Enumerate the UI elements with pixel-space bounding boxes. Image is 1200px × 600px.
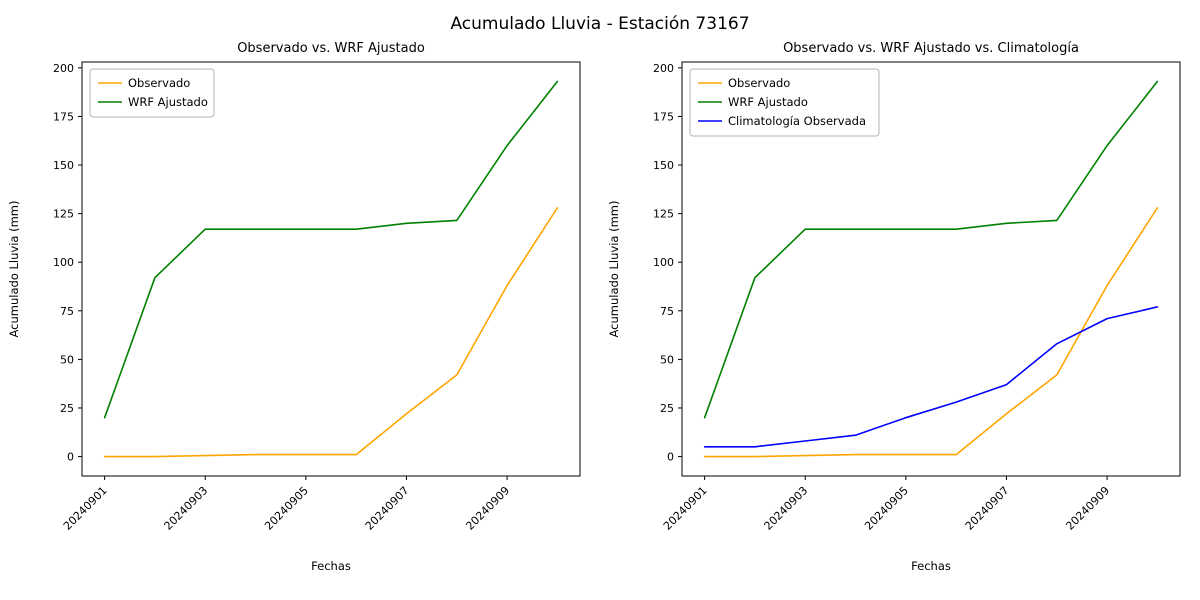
y-tick-label: 150: [653, 159, 674, 172]
x-tick-label: 20240905: [862, 484, 911, 533]
x-tick-label: 20240905: [262, 484, 311, 533]
series-line-observado: [703, 207, 1159, 458]
series-line-wrf-ajustado: [103, 80, 559, 419]
legend-label: WRF Ajustado: [728, 95, 808, 109]
charts-row: Observado vs. WRF Ajustado 0 25 50 75 100 125 1…: [0, 36, 1200, 586]
chart-observado-vs-wrf: Observado vs. WRF Ajustado 0 25 50 75 100 125 1…: [0, 36, 600, 586]
x-tick-label: 20240903: [762, 484, 811, 533]
chart-observado-vs-wrf-svg: Observado vs. WRF Ajustado 0 25 50 75 100 125 1…: [7, 41, 581, 573]
legend-label: Observado: [128, 76, 190, 90]
y-tick-label: 150: [53, 159, 74, 172]
legend-box: [89, 68, 215, 118]
y-tick-label: 125: [653, 208, 674, 221]
x-tick-label: 20240901: [661, 484, 710, 533]
x-axis-label: Fechas: [911, 559, 951, 573]
y-tick-label: 50: [660, 353, 674, 366]
series-line-climatolog-a-observada: [703, 306, 1159, 448]
y-tick-label: 100: [53, 256, 74, 269]
legend: Observado WRF Ajustado Climatología Observ…: [689, 68, 880, 137]
y-tick-label: 175: [53, 110, 74, 123]
y-tick-label: 200: [53, 62, 74, 75]
y-tick-label: 100: [653, 256, 674, 269]
legend-box: [689, 68, 880, 137]
series-line-wrf-ajustado: [703, 80, 1159, 419]
plot-border: [681, 61, 1181, 477]
x-tick-label: 20240907: [363, 484, 412, 533]
legend-label: Observado: [728, 76, 790, 90]
legend: Observado WRF Ajustado: [89, 68, 215, 118]
figure-title: Acumulado Lluvia - Estación 73167: [450, 14, 750, 34]
x-tick-label: 20240907: [963, 484, 1012, 533]
y-tick-label: 75: [60, 305, 74, 318]
y-axis-label: Acumulado Lluvia (mm): [7, 201, 21, 338]
x-tick-label: 20240901: [61, 484, 110, 533]
y-tick-label: 75: [660, 305, 674, 318]
y-tick-label: 175: [653, 110, 674, 123]
x-tick-label: 20240903: [162, 484, 211, 533]
y-tick-label: 25: [60, 402, 74, 415]
series-line-observado: [103, 207, 559, 458]
x-tick-label: 20240909: [1063, 484, 1112, 533]
x-tick-label: 20240909: [463, 484, 512, 533]
plot-border: [81, 61, 581, 477]
legend-label: Climatología Observada: [728, 114, 866, 128]
y-tick-label: 125: [53, 208, 74, 221]
chart-observado-vs-wrf-vs-climatologia-svg: Observado vs. WRF Ajustado vs. Climatolo…: [607, 41, 1181, 573]
subplot-title: Observado vs. WRF Ajustado: [237, 41, 425, 56]
y-tick-label: 50: [60, 353, 74, 366]
x-axis-label: Fechas: [311, 559, 351, 573]
legend-label: WRF Ajustado: [128, 95, 208, 109]
y-axis-label: Acumulado Lluvia (mm): [607, 201, 621, 338]
y-tick-label: 200: [653, 62, 674, 75]
subplot-title: Observado vs. WRF Ajustado vs. Climatolo…: [783, 41, 1079, 56]
y-tick-label: 0: [67, 451, 74, 464]
y-tick-label: 25: [660, 402, 674, 415]
chart-observado-vs-wrf-vs-climatologia: Observado vs. WRF Ajustado vs. Climatolo…: [600, 36, 1200, 586]
y-tick-label: 0: [667, 451, 674, 464]
